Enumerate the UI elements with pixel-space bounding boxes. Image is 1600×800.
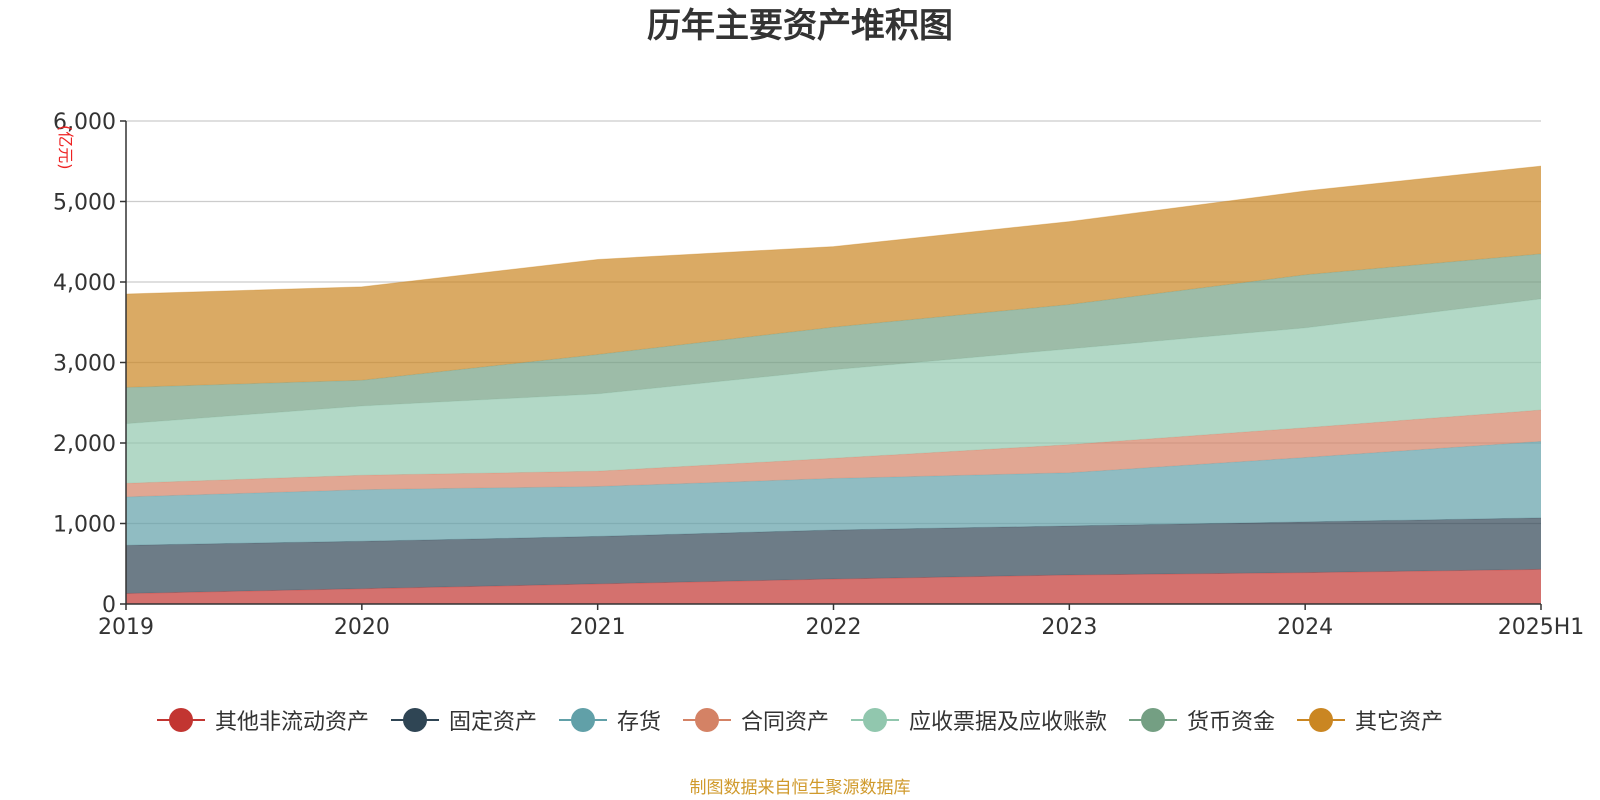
area-series-1 xyxy=(126,517,1541,594)
area-series-3 xyxy=(126,409,1541,497)
legend-item[interactable]: 合同资产 xyxy=(682,704,829,736)
legend-item[interactable]: 货币资金 xyxy=(1129,704,1275,736)
legend-label: 存货 xyxy=(616,710,661,735)
legend-item[interactable]: 应收票据及应收账款 xyxy=(851,704,1107,736)
legend-marker-icon xyxy=(1297,708,1346,732)
legend-item[interactable]: 其他非流动资产 xyxy=(156,704,369,736)
legend-marker-icon xyxy=(390,708,439,732)
legend-marker-icon xyxy=(558,708,607,732)
y-tick-label: 5,000 xyxy=(53,191,116,216)
legend-label: 应收票据及应收账款 xyxy=(909,710,1108,735)
legend-marker-icon xyxy=(1129,708,1178,732)
legend-marker-icon xyxy=(851,708,899,732)
area-series-6 xyxy=(126,166,1541,388)
area-edge-6 xyxy=(125,165,1542,295)
x-tick-label: 2021 xyxy=(570,615,626,640)
legend-label: 其他非流动资产 xyxy=(214,710,369,735)
legend-label: 其它资产 xyxy=(1355,710,1444,735)
axes: 0 1,000 2,000 3,000 4,000 5,000 6,000 2019 2020 2… xyxy=(53,110,1584,640)
x-tick-label: 2023 xyxy=(1041,615,1097,640)
legend-marker-icon xyxy=(682,708,731,732)
x-tick-label: 2022 xyxy=(806,615,862,640)
legend-label: 固定资产 xyxy=(448,710,537,735)
source-note: 制图数据来自恒生聚源数据库 xyxy=(689,778,911,798)
legend-item[interactable]: 其它资产 xyxy=(1297,704,1443,736)
area-series-2 xyxy=(126,441,1541,546)
legend: 其他非流动资产 固定资产 存货 合同资产 应收票据及应收账款 货币资金 其它资产 xyxy=(0,700,1600,740)
y-tick-label: 1,000 xyxy=(53,513,116,538)
chart-title: 历年主要资产堆积图 xyxy=(647,6,953,46)
legend-marker-icon xyxy=(156,708,205,732)
legend-item[interactable]: 存货 xyxy=(558,704,661,736)
y-tick-label: 2,000 xyxy=(53,432,116,457)
y-tick-label: 4,000 xyxy=(53,271,116,296)
legend-label: 货币资金 xyxy=(1187,710,1276,735)
x-tick-label: 2020 xyxy=(334,615,390,640)
y-tick-label: 3,000 xyxy=(53,352,116,377)
legend-item[interactable]: 固定资产 xyxy=(390,704,537,736)
x-tick-label: 2025H1 xyxy=(1498,615,1585,640)
y-tick-label: 6,000 xyxy=(53,110,116,135)
area-series-0 xyxy=(126,569,1541,604)
y-tick-label: 0 xyxy=(102,593,116,618)
x-tick-label: 2024 xyxy=(1277,615,1333,640)
x-tick-label: 2019 xyxy=(98,615,154,640)
area-series-4 xyxy=(126,298,1541,484)
legend-label: 合同资产 xyxy=(740,710,829,735)
area-series-5 xyxy=(126,253,1541,424)
area-series xyxy=(125,165,1542,604)
y-axis-unit-label: (亿元) xyxy=(56,125,75,170)
